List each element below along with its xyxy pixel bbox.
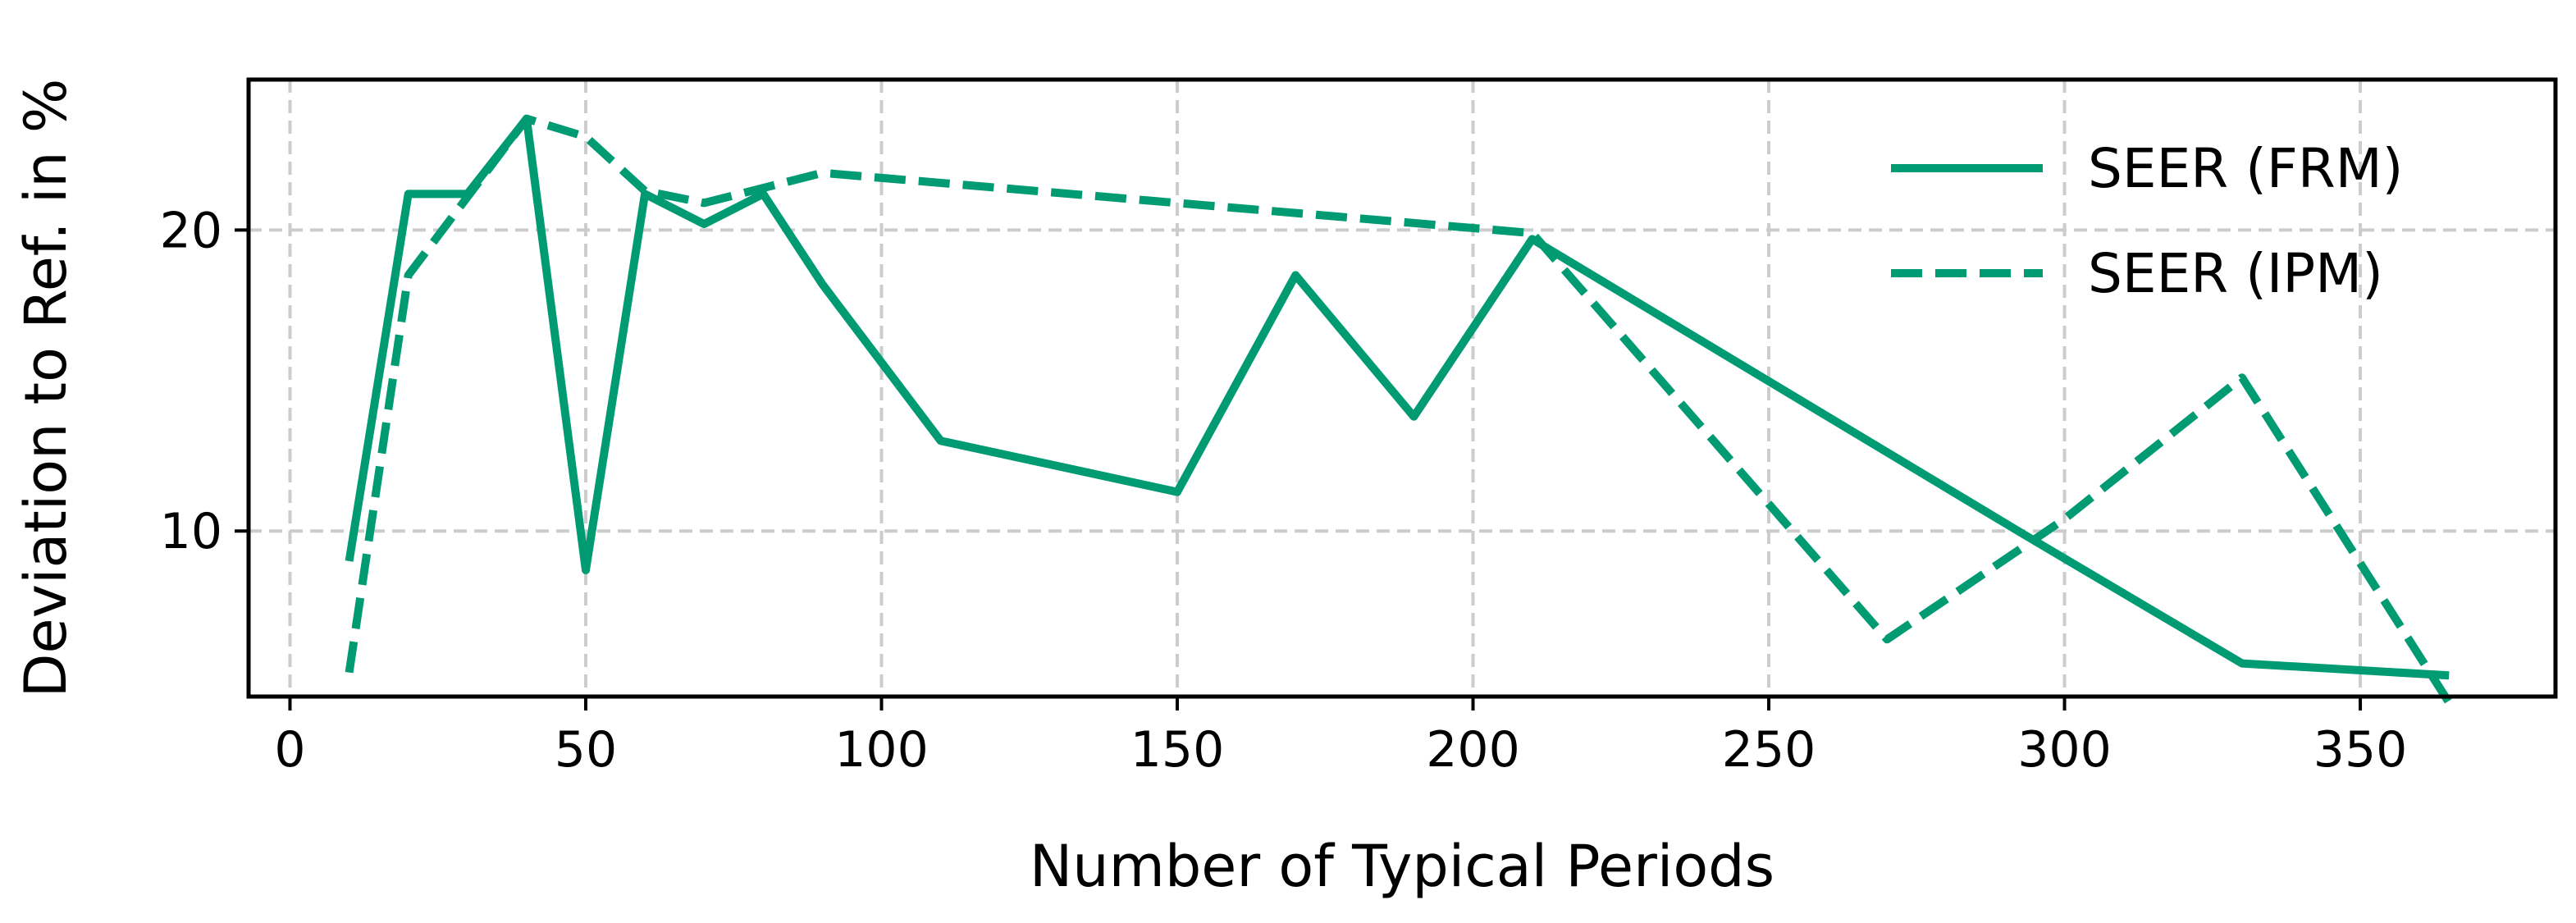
x-tick-label-50: 50 bbox=[555, 721, 617, 779]
series-lines bbox=[345, 114, 2453, 705]
x-tick-label-0: 0 bbox=[274, 721, 305, 779]
legend: SEER (FRM) SEER (IPM) bbox=[1891, 137, 2403, 305]
x-tick-label-200: 200 bbox=[1426, 721, 1520, 779]
axis-ticks: 0 50 100 150 200 250 300 350 10 20 bbox=[160, 202, 2408, 779]
x-tick-label-350: 350 bbox=[2313, 721, 2408, 779]
series-line-seer-frm bbox=[345, 114, 2450, 680]
x-tick-label-150: 150 bbox=[1130, 721, 1225, 779]
legend-label-seer-frm: SEER (FRM) bbox=[2088, 137, 2403, 200]
legend-label-seer-ipm: SEER (IPM) bbox=[2088, 242, 2383, 305]
x-tick-label-300: 300 bbox=[2017, 721, 2112, 779]
y-axis-label: Deviation to Ref. in % bbox=[12, 79, 80, 698]
y-tick-label-10: 10 bbox=[160, 503, 222, 560]
grid-lines bbox=[249, 80, 2555, 697]
y-tick-label-20: 20 bbox=[160, 202, 222, 259]
x-axis-label: Number of Typical Periods bbox=[1030, 833, 1774, 900]
plot-area-frame bbox=[246, 77, 2558, 699]
x-tick-label-250: 250 bbox=[1722, 721, 1816, 779]
series-line-seer-ipm bbox=[345, 114, 2453, 705]
x-tick-label-100: 100 bbox=[834, 721, 929, 779]
